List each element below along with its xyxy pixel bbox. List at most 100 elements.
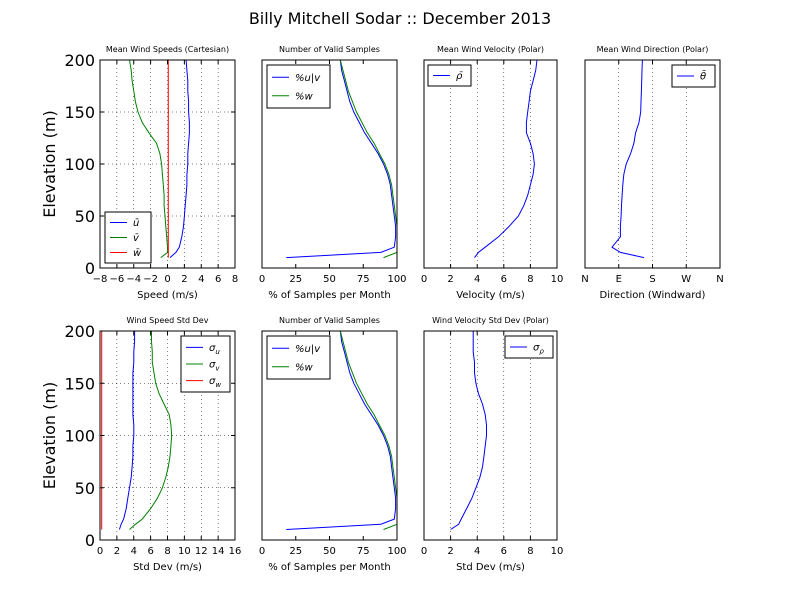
x-tick-label: W [681,274,691,285]
chart-panel-3: 0 2 4 6 8 10 Mean Wind Velocity (Polar) Velocit… [421,45,564,301]
panel-title: Mean Wind Speeds (Cartesian) [106,45,229,54]
legend: σu σv σw [180,335,231,393]
series-line-1 [611,59,645,259]
series-line-1 [450,331,487,530]
x-tick-label: 4 [131,546,137,557]
x-axis-label: Speed (m/s) [137,290,198,301]
legend-label: %w [295,91,314,102]
x-tick-label: S [649,274,655,285]
figure-title: Billy Mitchell Sodar :: December 2013 [249,9,551,28]
x-tick-label: 8 [527,546,533,557]
x-tick-label: 0 [421,546,427,557]
chart-panel-6: 0 25 50 75 100 Number of Valid Samples % of Sa… [259,316,407,573]
x-tick-label: 8 [527,274,533,285]
y-tick-label: 100 [64,155,95,174]
x-tick-label: 16 [229,546,242,557]
y-tick-label: 0 [85,531,95,550]
x-tick-label: 6 [215,274,221,285]
series-line-2 [129,331,173,530]
axes-frame [423,59,558,269]
chart-panel-4: N E S W N Mean Wind Direction (Polar) Directio… [581,45,723,301]
x-tick-label: E [616,274,622,285]
x-tick-label: 10 [178,546,191,557]
x-axis-label: Direction (Windward) [600,290,706,301]
panel-title: Wind Speed Std Dev [127,316,209,325]
axes-frame [423,330,558,541]
x-axis-label: % of Samples per Month [268,290,391,301]
y-tick-label: 50 [75,479,95,498]
y-tick-label: 100 [64,427,95,446]
legend: %u|v %w [266,335,331,380]
x-tick-label: 6 [501,274,507,285]
legend: σρ [504,335,554,359]
x-tick-label: 0 [259,274,265,285]
x-tick-label: 8 [164,546,170,557]
legend-box [266,335,331,380]
legend: ū v̄ w̄ [104,211,152,264]
y-tick-label: 200 [64,51,95,70]
x-tick-label: 25 [289,546,302,557]
x-tick-label: 75 [357,274,370,285]
panel-title: Number of Valid Samples [279,316,380,325]
x-tick-label: −2 [143,274,158,285]
x-axis-label: % of Samples per Month [268,562,391,573]
y-tick-label: 0 [85,259,95,278]
y-tick-label: 50 [75,207,95,226]
x-tick-label: 8 [232,274,238,285]
plot-area [424,331,557,540]
legend-box [504,335,554,359]
legend-label: ρ̄ [456,71,463,82]
x-tick-label: 0 [259,546,265,557]
legend-label: %u|v [295,73,321,84]
legend-label: %u|v [295,344,321,355]
x-tick-label: 2 [181,274,187,285]
x-tick-label: 4 [474,274,480,285]
legend: θ̄ [671,64,716,88]
y-tick-label: 150 [64,374,95,393]
x-tick-label: 2 [447,546,453,557]
series-line-2 [129,59,168,258]
x-tick-label: 4 [198,274,204,285]
x-tick-label: 100 [387,546,406,557]
panel-title: Mean Wind Velocity (Polar) [437,45,544,54]
legend-box [266,64,331,109]
plot-area [424,60,557,268]
legend-label: σu [209,343,220,356]
panel-title: Wind Velocity Std Dev (Polar) [432,316,549,325]
x-tick-label: 0 [164,274,170,285]
legend-label: θ̄ [700,70,706,83]
x-tick-label: 6 [501,546,507,557]
chart-panel-7: 0 2 4 6 8 10 Wind Velocity Std Dev (Polar) Std … [421,316,564,573]
x-tick-label: 10 [551,274,564,285]
series-line-1 [286,59,397,259]
x-tick-label: 6 [147,546,153,557]
x-tick-label: −6 [110,274,125,285]
x-tick-label: 100 [387,274,406,285]
legend-label: σρ [533,343,544,356]
x-tick-label: 14 [212,546,225,557]
y-axis-label: Elevation (m) [40,382,59,489]
x-tick-label: 2 [447,274,453,285]
chart-panel-2: 0 25 50 75 100 Number of Valid Samples % of Sa… [259,45,407,301]
legend: ρ̄ [427,64,472,87]
legend: %u|v %w [266,64,331,109]
series-line-1 [169,59,190,258]
x-tick-label: 0 [97,546,103,557]
legend-label: %w [295,362,314,373]
x-tick-label: N [581,274,588,285]
x-tick-label: 25 [289,274,302,285]
x-tick-label: 75 [357,546,370,557]
y-tick-label: 200 [64,322,95,341]
legend-label: v̄ [133,233,140,244]
legend-label: ū [133,218,139,229]
series-line-1 [474,59,538,258]
x-tick-label: 10 [551,546,564,557]
x-tick-label: N [716,274,723,285]
legend-label: w̄ [133,248,142,259]
y-axis-label: Elevation (m) [40,110,59,217]
x-tick-label: −8 [93,274,108,285]
panel-title: Mean Wind Direction (Polar) [597,45,709,54]
series-line-1 [118,331,136,530]
